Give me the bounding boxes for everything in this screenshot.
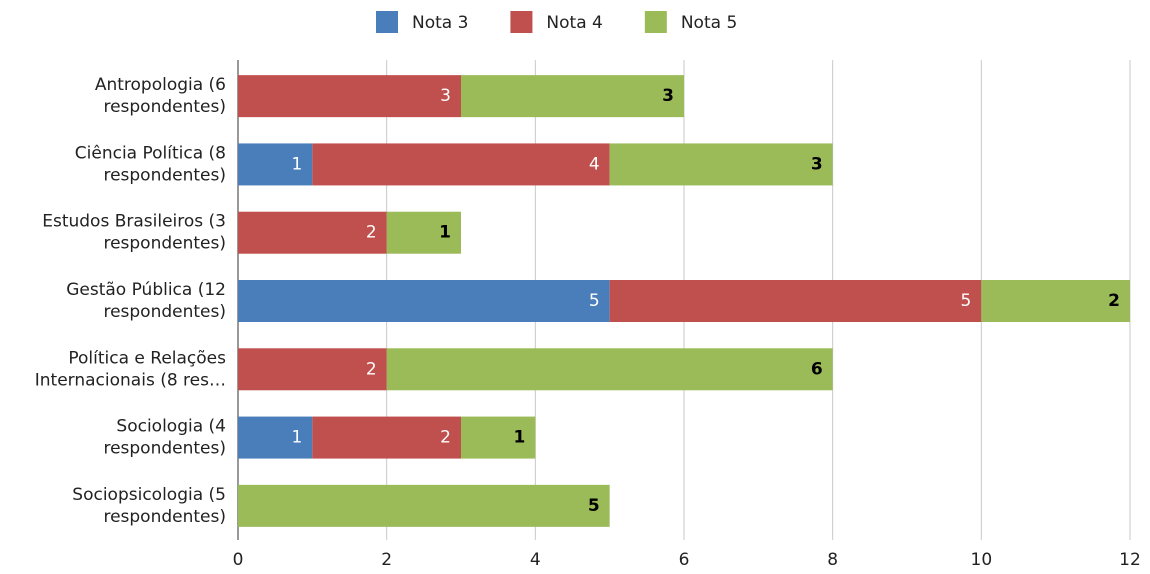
- data-label: 5: [588, 496, 600, 516]
- x-tick-label: 12: [1119, 550, 1141, 570]
- y-tick-label: Gestão Pública (12 respondentes): [66, 280, 226, 322]
- x-tick-label: 6: [679, 550, 690, 570]
- bar-segment: [238, 280, 610, 322]
- legend-swatch: [644, 11, 667, 33]
- bar-segment: [238, 348, 387, 391]
- x-tick-label: 8: [827, 550, 838, 570]
- bar-segment: [238, 75, 461, 118]
- data-label: 4: [589, 154, 600, 174]
- x-tick-label: 0: [233, 550, 244, 570]
- data-label: 3: [811, 154, 823, 174]
- data-label: 2: [366, 223, 377, 243]
- y-tick-label: Estudos Brasileiros (3 respondentes): [42, 212, 226, 254]
- bar-segment: [981, 280, 1130, 322]
- y-tick-label: Política e Relações Internacionais (8 res…: [35, 348, 226, 390]
- bar-segment: [609, 143, 833, 186]
- legend-swatch: [376, 11, 398, 33]
- bar-segment: [386, 348, 833, 391]
- legend-label: Nota 3: [412, 13, 468, 33]
- y-tick-label: Sociopsicologia (5 respondentes): [72, 485, 226, 527]
- data-label: 2: [1108, 291, 1120, 311]
- data-label: 6: [811, 359, 823, 379]
- bar-segment: [238, 211, 387, 254]
- bar-segment: [386, 211, 461, 254]
- y-tick-label: Antropologia (6 respondentes): [95, 75, 226, 117]
- x-tick-label: 10: [971, 550, 993, 570]
- x-tick-label: 4: [530, 550, 541, 570]
- x-tick-label: 2: [381, 550, 392, 570]
- bar-segment: [461, 75, 684, 118]
- legend-label: Nota 5: [681, 13, 737, 33]
- data-label: 1: [292, 428, 303, 448]
- bar-segment: [238, 416, 313, 459]
- data-label: 2: [440, 428, 451, 448]
- data-label: 5: [961, 291, 972, 311]
- data-label: 1: [439, 223, 451, 243]
- bar-segment: [461, 416, 536, 459]
- data-label: 3: [662, 86, 674, 106]
- bar-segment: [312, 416, 461, 459]
- y-tick-label: Sociologia (4 respondentes): [103, 417, 226, 459]
- bar-segment: [238, 484, 610, 527]
- bar-segment: [238, 143, 313, 186]
- legend-swatch: [510, 11, 533, 33]
- y-tick-label: Ciência Política (8 respondentes): [75, 143, 226, 185]
- data-label: 1: [513, 428, 525, 448]
- data-label: 1: [292, 154, 303, 174]
- data-label: 2: [366, 359, 377, 379]
- bar-segment: [312, 143, 610, 186]
- legend-label: Nota 4: [546, 13, 602, 33]
- data-label: 5: [589, 291, 600, 311]
- bar-segment: [609, 280, 982, 322]
- data-label: 3: [440, 86, 451, 106]
